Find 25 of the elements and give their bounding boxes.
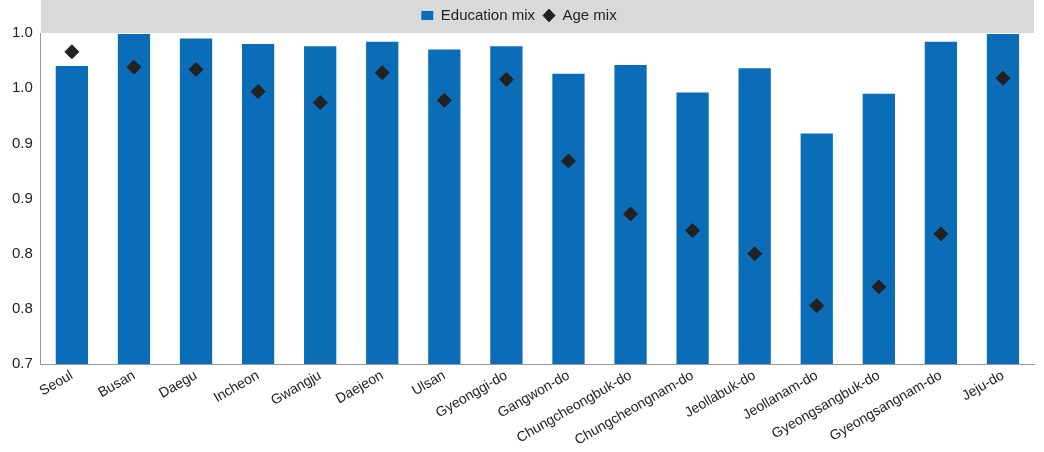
point — [64, 44, 80, 60]
y-tick-label: 0.9 — [11, 188, 33, 206]
legend-label: Age mix — [562, 5, 618, 23]
y-tick-label: 1.0 — [11, 78, 33, 96]
point — [188, 61, 204, 77]
y-tick-label: 0.8 — [11, 299, 33, 317]
y-tick-label: 1.0 — [11, 23, 33, 41]
point — [995, 70, 1011, 86]
point — [436, 92, 452, 108]
point — [312, 95, 328, 111]
point — [933, 226, 949, 242]
y-tick-label: 0.8 — [11, 243, 33, 261]
point — [560, 153, 576, 169]
point — [747, 246, 763, 262]
point — [374, 65, 390, 81]
point — [250, 84, 266, 99]
point — [126, 59, 142, 75]
y-tick-label: 0.7 — [11, 354, 33, 372]
point — [809, 298, 825, 314]
y-tick-label: 0.9 — [11, 133, 33, 151]
point — [623, 206, 639, 222]
point — [685, 223, 701, 239]
point — [871, 279, 887, 295]
legend-label: Education mix — [440, 5, 536, 23]
point — [498, 71, 514, 87]
